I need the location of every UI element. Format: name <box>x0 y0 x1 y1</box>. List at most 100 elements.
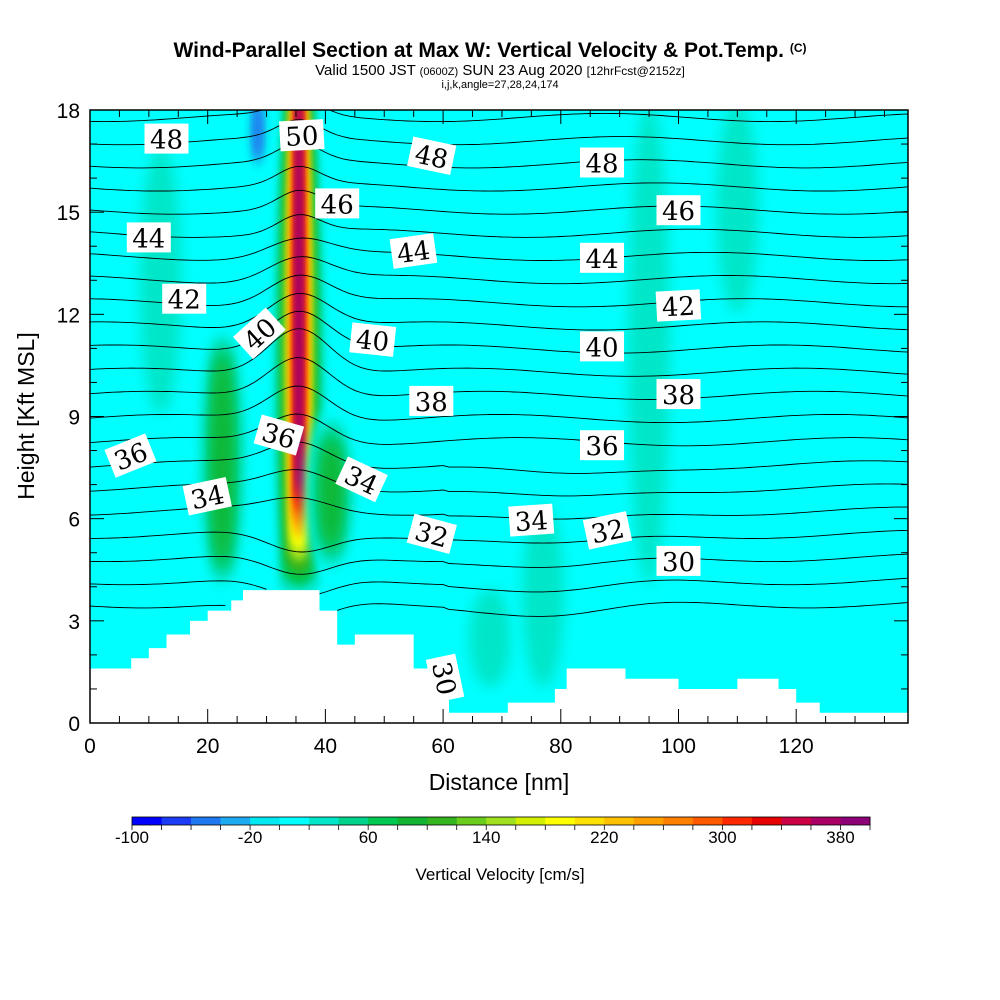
y-tick-label: 3 <box>68 611 80 634</box>
velocity-feature <box>517 495 570 695</box>
colorbar-frame <box>131 816 871 826</box>
isentrope-line <box>90 553 908 575</box>
colorbar-swatch <box>397 817 428 825</box>
colorbar: -100 -20 60 140 220 300 380 <box>115 816 871 847</box>
contour-label-text: 48 <box>585 150 618 180</box>
updraft-band <box>214 357 231 561</box>
x-tick-label: 60 <box>431 735 454 758</box>
colorbar-swatch <box>604 817 635 825</box>
y-axis-label: Height [Kft MSL] <box>13 332 39 499</box>
terrain-mask <box>90 590 908 723</box>
isentrope-line <box>90 310 908 354</box>
isentrope-line <box>90 441 908 474</box>
contour-label-text: 38 <box>662 381 695 411</box>
isentrope-line <box>90 110 908 123</box>
y-tick-label: 15 <box>57 202 80 225</box>
updraft-band <box>139 146 182 415</box>
isentrope-line <box>90 385 908 424</box>
contour-label: 44 <box>580 242 624 275</box>
contour-label-text: 30 <box>662 548 695 578</box>
colorbar-label: Vertical Velocity [cm/s] <box>415 865 584 884</box>
isentrope-line <box>90 142 908 169</box>
isentrope-line <box>90 237 908 261</box>
contour-label: 42 <box>655 289 702 324</box>
contour-label-text: 50 <box>285 121 320 153</box>
contour-label-text: 46 <box>662 197 695 227</box>
contour-label: 44 <box>389 233 438 270</box>
contour-label: 38 <box>656 379 701 411</box>
contour-label-text: 36 <box>585 432 618 462</box>
x-tick-label: 40 <box>314 735 337 758</box>
colorbar-swatch <box>515 817 546 825</box>
colorbar-swatch <box>545 817 576 825</box>
y-tick-label: 9 <box>68 407 80 430</box>
colorbar-swatch <box>663 817 694 825</box>
contour-label: 48 <box>580 147 624 180</box>
updraft-band <box>628 110 671 585</box>
colorbar-swatch <box>161 817 192 825</box>
contour-label-text: 38 <box>415 388 448 418</box>
y-tick-label: 0 <box>68 713 80 736</box>
y-tick-label: 18 <box>57 100 80 123</box>
contour-label-text: 42 <box>168 286 201 316</box>
colorbar-tick-label: 300 <box>708 828 736 847</box>
velocity-feature <box>134 138 187 423</box>
chart-indices: i,j,k,angle=27,28,24,174 <box>441 79 558 91</box>
updraft-band <box>323 442 340 544</box>
updraft-band <box>522 503 565 687</box>
contour-label: 38 <box>409 385 454 418</box>
contour-label: 40 <box>349 322 397 358</box>
contour-label: 50 <box>279 119 325 153</box>
colorbar-tick-label: 60 <box>359 828 378 847</box>
contour-label-text: 40 <box>354 325 390 358</box>
x-tick-label: 100 <box>661 735 696 758</box>
updraft-band <box>469 588 512 687</box>
contour-label-text: 44 <box>395 236 432 270</box>
contour-label: 46 <box>656 195 701 227</box>
contour-label-text: 44 <box>132 224 165 254</box>
colorbar-tick-label: -100 <box>115 828 149 847</box>
contour-label: 42 <box>162 283 207 316</box>
contour-label-text: 34 <box>514 506 549 538</box>
colorbar-swatch <box>250 817 281 825</box>
velocity-feature <box>464 580 517 695</box>
contour-label: 48 <box>407 136 457 176</box>
colorbar-swatch <box>633 817 664 825</box>
colorbar-swatch <box>722 817 753 825</box>
velocity-feature <box>623 110 676 593</box>
contour-label: 30 <box>656 545 701 578</box>
colorbar-swatch <box>427 817 458 825</box>
colorbar-swatch <box>309 817 340 825</box>
isentrope-line <box>90 189 908 215</box>
contour-label: 34 <box>182 476 232 516</box>
colorbar-swatch <box>486 817 517 825</box>
contour-label: 34 <box>508 503 555 538</box>
contour-label: 32 <box>406 513 457 554</box>
isentrope-line <box>90 601 908 617</box>
contour-label-text: 32 <box>589 514 628 550</box>
colorbar-swatch <box>279 817 310 825</box>
contour-label-text: 48 <box>412 140 451 176</box>
updraft-band <box>716 110 759 313</box>
colorbar-swatch <box>456 817 487 825</box>
colorbar-swatch <box>840 817 871 825</box>
colorbar-swatch <box>191 817 222 825</box>
contour-label: 44 <box>126 222 171 254</box>
updraft-band <box>295 110 303 490</box>
isentrope-line <box>90 165 908 192</box>
contour-label: 30 <box>425 653 465 703</box>
contour-label-text: 42 <box>661 292 696 324</box>
isentrope-line <box>90 292 908 331</box>
chart-title-suffix: (C) <box>790 41 807 55</box>
colorbar-swatch <box>338 817 369 825</box>
isentrope-line <box>90 577 908 595</box>
colorbar-swatch <box>574 817 605 825</box>
x-tick-label: 120 <box>779 735 814 758</box>
colorbar-tick-label: 220 <box>590 828 618 847</box>
contour-label-text: 48 <box>150 126 183 156</box>
colorbar-tick-label: 380 <box>826 828 854 847</box>
isentrope-line <box>90 357 908 400</box>
